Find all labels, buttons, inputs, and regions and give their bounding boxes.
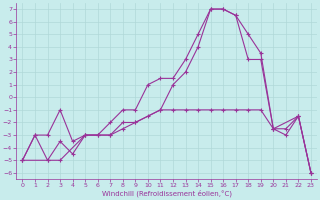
X-axis label: Windchill (Refroidissement éolien,°C): Windchill (Refroidissement éolien,°C) <box>102 190 232 197</box>
